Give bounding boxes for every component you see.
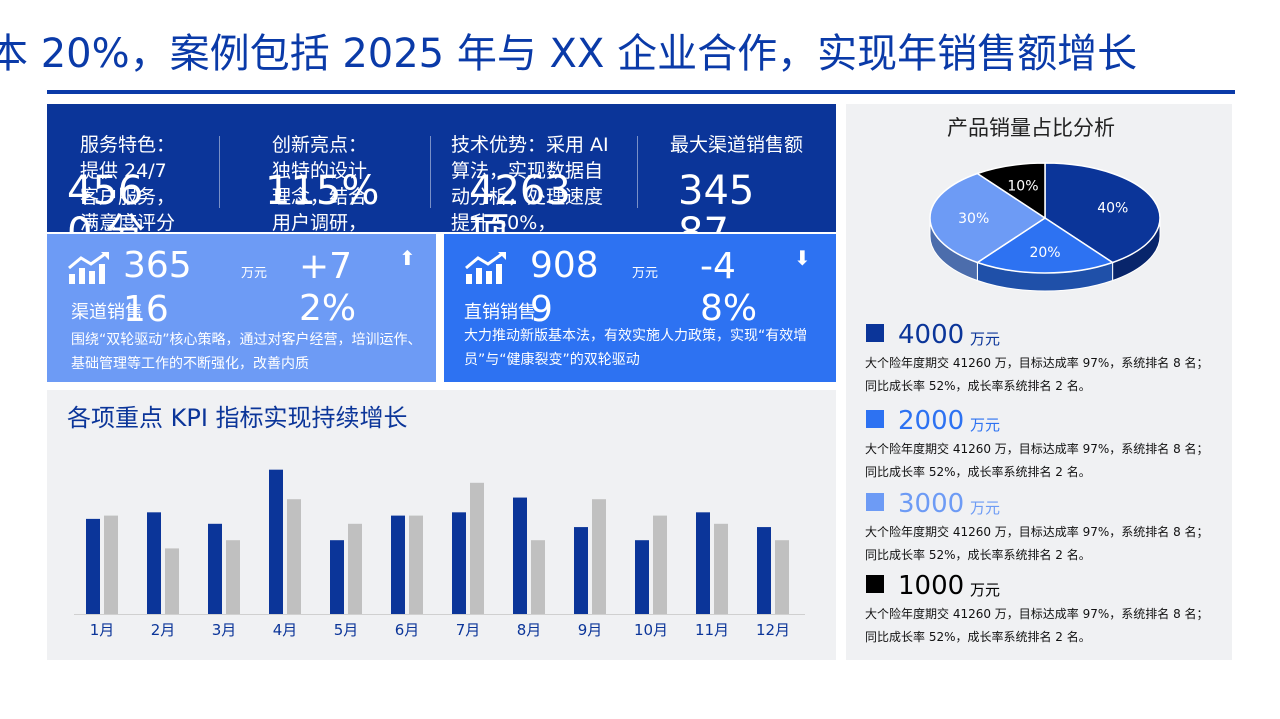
- x-tick-label: 11月: [695, 621, 729, 639]
- stat-divider: [219, 136, 220, 208]
- card-title: 直销销售: [464, 302, 536, 323]
- stat-label: 最大渠道销售额: [670, 134, 804, 156]
- stat-tech: 技术优势：采用 AI 算法，实现数据自动分析，处理速度提升 50%， 4263 …: [431, 104, 637, 232]
- stat-value: 4263 项: [469, 168, 571, 232]
- card-change: -48%: [700, 246, 758, 329]
- kpi-bar-chart: 1月 2月 3月 4月 5月 6月 7月 8月 9月 10月 11月 12月: [74, 469, 805, 639]
- legend-square: [866, 410, 884, 428]
- legend-square: [866, 493, 884, 511]
- pie-slice: [1044, 162, 1161, 264]
- x-tick-label: 12月: [756, 621, 790, 639]
- pie-slice: [929, 172, 1047, 264]
- bar-secondary-9月: [592, 499, 606, 614]
- legend-desc: 大个险年度期交 41260 万，目标达成率 97%，系统排名 8 名；同比成长率…: [865, 607, 1209, 644]
- stat-divider: [430, 136, 431, 208]
- growth-chart-icon: [465, 252, 506, 284]
- stat-value: 4560 分: [67, 168, 145, 232]
- stat-innovation: 创新亮点：独特的设计理念，结合用户调研， 115%: [220, 104, 430, 232]
- legend-desc: 大个险年度期交 41260 万，目标达成率 97%，系统排名 8 名；同比成长率…: [865, 442, 1209, 479]
- x-tick-label: 9月: [578, 621, 603, 639]
- bar-primary-11月: [696, 512, 710, 614]
- bar-primary-6月: [391, 515, 405, 614]
- pie-slice-label: 30%: [958, 211, 989, 227]
- stat-service: 服务特色：提供 24/7 客户服务，满意度评分 4560 分: [47, 104, 219, 232]
- bar-secondary-1月: [104, 515, 118, 614]
- legend-unit: 万元: [970, 499, 1001, 517]
- bar-primary-12月: [757, 527, 771, 614]
- x-tick-label: 3月: [212, 621, 237, 639]
- x-tick-label: 2月: [151, 621, 176, 639]
- bar-primary-9月: [574, 527, 588, 614]
- card-title: 渠道销售: [71, 302, 143, 323]
- card-change: +72%: [299, 246, 357, 329]
- legend-square: [866, 575, 884, 593]
- bar-primary-3月: [208, 523, 222, 614]
- legend-unit: 万元: [970, 581, 1001, 599]
- card-channel-sales: 36516 万元 +72% ⬆ 渠道销售 围绕“双轮驱动”核心策略，通过对客户经…: [47, 234, 436, 382]
- stat-label: 服务特色：提供 24/7 客户服务，满意度评分: [80, 134, 176, 232]
- bar-secondary-2月: [165, 548, 179, 614]
- bar-secondary-4月: [287, 499, 301, 614]
- x-tick-label: 7月: [456, 621, 481, 639]
- stat-max-channel: 最大渠道销售额 34587: [638, 104, 836, 232]
- x-tick-label: 8月: [517, 621, 542, 639]
- legend-square: [866, 324, 884, 342]
- bar-primary-4月: [269, 469, 283, 614]
- legend-desc: 大个险年度期交 41260 万，目标达成率 97%，系统排名 8 名；同比成长率…: [865, 525, 1209, 562]
- headline: 本 20%，案例包括 2025 年与 XX 企业合作，实现年销售额增长: [0, 31, 1138, 77]
- legend-value: 4000: [898, 320, 965, 350]
- pie-slice: [975, 217, 1115, 274]
- arrow-up-icon: ⬆: [399, 246, 416, 270]
- legend-unit: 万元: [970, 330, 1001, 348]
- card-value: 9089: [530, 245, 599, 330]
- stats-panel: 服务特色：提供 24/7 客户服务，满意度评分 4560 分 创新亮点：独特的设…: [47, 104, 836, 232]
- bar-primary-1月: [86, 518, 100, 614]
- stat-divider: [637, 136, 638, 208]
- legend-value: 1000: [898, 571, 965, 601]
- card-desc: 围绕“双轮驱动”核心策略，通过对客户经营，培训运作、基础管理等工作的不断强化，改…: [71, 332, 422, 372]
- stat-value: 115%: [265, 168, 380, 214]
- pie-slice: [975, 162, 1046, 220]
- arrow-down-icon: ⬇: [794, 246, 811, 270]
- card-desc: 大力推动新版基本法，有效实施人力政策，实现“有效增员”与“健康裂变”的双轮驱动: [464, 328, 808, 368]
- stat-label: 技术优势：采用 AI 算法，实现数据自动分析，处理速度提升 50%，: [451, 134, 609, 232]
- bar-secondary-5月: [348, 523, 362, 614]
- pie-slice-label: 20%: [1029, 245, 1060, 261]
- card-unit: 万元: [241, 266, 268, 281]
- card-unit: 万元: [632, 266, 659, 281]
- bar-primary-10月: [635, 540, 649, 614]
- bar-secondary-6月: [409, 515, 423, 614]
- pie-title: 产品销量占比分析: [947, 116, 1115, 140]
- pie-chart: 40% 20% 30% 10%: [929, 162, 1161, 292]
- bar-secondary-7月: [470, 482, 484, 614]
- bar-primary-2月: [147, 512, 161, 614]
- card-value: 36516: [123, 245, 192, 330]
- stat-label: 创新亮点：独特的设计理念，结合用户调研，: [272, 134, 368, 232]
- legend-value: 2000: [898, 406, 965, 436]
- stat-value: 34587: [678, 168, 755, 232]
- growth-chart-icon: [68, 252, 109, 284]
- bar-secondary-8月: [531, 540, 545, 614]
- bar-secondary-12月: [775, 540, 789, 614]
- bar-primary-5月: [330, 540, 344, 614]
- legend-value: 3000: [898, 489, 965, 519]
- bar-primary-8月: [513, 497, 527, 614]
- pie-slice-label: 10%: [1007, 179, 1038, 195]
- card-direct-sales: 9089 万元 -48% ⬇ 直销销售 大力推动新版基本法，有效实施人力政策，实…: [444, 234, 836, 382]
- x-tick-label: 4月: [273, 621, 298, 639]
- bar-secondary-10月: [653, 515, 667, 614]
- x-tick-label: 10月: [634, 621, 668, 639]
- legend-desc: 大个险年度期交 41260 万，目标达成率 97%，系统排名 8 名；同比成长率…: [865, 356, 1209, 393]
- legend-unit: 万元: [970, 416, 1001, 434]
- bar-secondary-3月: [226, 540, 240, 614]
- kpi-title: 各项重点 KPI 指标实现持续增长: [67, 404, 408, 432]
- x-tick-label: 1月: [90, 621, 115, 639]
- pie-slice-label: 40%: [1097, 200, 1128, 216]
- x-tick-label: 6月: [395, 621, 420, 639]
- x-tick-label: 5月: [334, 621, 359, 639]
- headline-rule: [47, 90, 1235, 94]
- bar-primary-7月: [452, 512, 466, 614]
- bar-secondary-11月: [714, 523, 728, 614]
